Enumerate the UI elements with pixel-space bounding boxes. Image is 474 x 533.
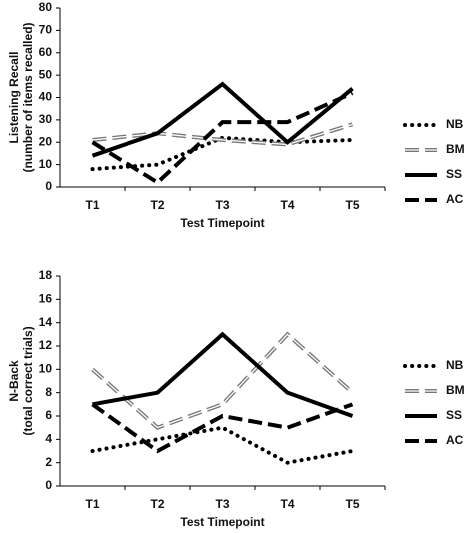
y-tick-label: 2 xyxy=(45,455,52,469)
series-line xyxy=(91,331,354,430)
y-axis-label: Listening Recall xyxy=(7,51,21,143)
legend-item: NB xyxy=(403,117,464,131)
legend-item: AC xyxy=(405,192,464,206)
series xyxy=(91,331,354,430)
y-tick-label: 40 xyxy=(39,90,53,104)
series-line xyxy=(90,425,355,465)
x-axis-label: Test Timepoint xyxy=(180,515,264,529)
legend-item: BM xyxy=(405,142,465,156)
x-tick-label: T5 xyxy=(345,198,359,212)
legend-label: SS xyxy=(446,408,462,422)
y-tick-label: 80 xyxy=(39,0,53,14)
y-tick-label: 14 xyxy=(39,315,53,329)
series xyxy=(90,135,355,172)
series-line-inner xyxy=(92,123,353,146)
legend-label: NB xyxy=(446,358,464,372)
x-tick-label: T1 xyxy=(85,497,99,511)
legend-item: NB xyxy=(403,358,464,372)
legend-label: BM xyxy=(446,142,465,156)
y-tick-label: 50 xyxy=(39,67,53,81)
x-tick-label: T3 xyxy=(215,497,229,511)
series xyxy=(91,91,354,186)
legend-item: SS xyxy=(405,167,462,181)
y-tick-label: 8 xyxy=(45,385,52,399)
y-tick-label: 10 xyxy=(39,157,53,171)
y-tick-label: 4 xyxy=(45,432,52,446)
x-tick-label: T4 xyxy=(280,497,294,511)
x-tick-label: T5 xyxy=(345,497,359,511)
y-axis-label: N-Back xyxy=(7,360,21,402)
series-line-inner xyxy=(92,333,353,429)
series xyxy=(91,402,354,454)
y-tick-label: 30 xyxy=(39,112,53,126)
y-tick-label: 0 xyxy=(45,179,52,193)
series-line xyxy=(91,402,354,454)
y-tick-label: 6 xyxy=(45,408,52,422)
y-axis-label: (total correct trials) xyxy=(21,326,35,435)
legend-item: BM xyxy=(405,383,465,397)
y-tick-label: 60 xyxy=(39,45,53,59)
series xyxy=(92,331,354,418)
x-tick-label: T2 xyxy=(150,198,164,212)
y-tick-label: 20 xyxy=(39,134,53,148)
x-tick-label: T4 xyxy=(280,198,294,212)
series xyxy=(90,425,355,465)
legend-label: NB xyxy=(446,117,464,131)
series-line xyxy=(91,91,354,186)
legend-label: BM xyxy=(446,383,465,397)
x-axis-label: Test Timepoint xyxy=(180,216,264,230)
x-tick-label: T3 xyxy=(215,198,229,212)
y-tick-label: 18 xyxy=(39,268,53,282)
x-tick-label: T1 xyxy=(85,198,99,212)
y-tick-label: 10 xyxy=(39,362,53,376)
y-tick-label: 16 xyxy=(39,292,53,306)
series xyxy=(91,81,354,158)
legend-label: AC xyxy=(446,192,464,206)
series-line xyxy=(92,331,354,418)
x-tick-label: T2 xyxy=(150,497,164,511)
legend-item: SS xyxy=(405,408,462,422)
legend-item: AC xyxy=(405,433,464,447)
y-tick-label: 0 xyxy=(45,478,52,492)
y-axis-label: (number of items recalled) xyxy=(21,22,35,172)
y-tick-label: 70 xyxy=(39,23,53,37)
y-tick-label: 12 xyxy=(39,338,53,352)
series-line xyxy=(90,135,355,172)
series xyxy=(92,122,354,147)
legend-label: SS xyxy=(446,167,462,181)
series-line xyxy=(91,81,354,158)
legend-label: AC xyxy=(446,433,464,447)
